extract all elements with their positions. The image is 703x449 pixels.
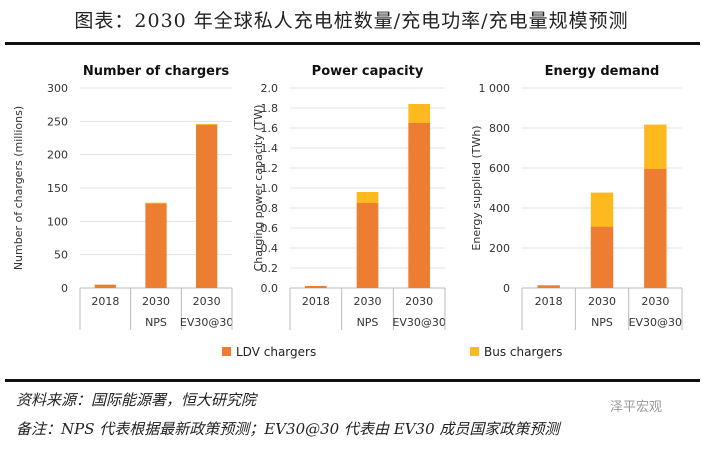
bar-bus — [196, 124, 218, 125]
x-tick-label: 2030 — [405, 295, 433, 308]
watermark: 泽平宏观 — [610, 400, 663, 415]
chart-title: Power capacity — [312, 64, 424, 79]
source-note: 资料来源：国际能源署，恒大研究院 — [16, 391, 257, 409]
x-tick-label: 2018 — [302, 295, 330, 308]
y-tick-label: 0.6 — [261, 222, 279, 235]
y-tick-label: 0 — [61, 282, 68, 295]
bar-ldv — [196, 124, 218, 289]
y-tick-label: 50 — [54, 249, 68, 262]
bar-bus — [644, 124, 667, 169]
bar-bus — [590, 192, 614, 227]
bar-ldv — [408, 123, 431, 288]
y-axis-label: Energy supplied (TWh) — [470, 125, 483, 250]
x-tick-label: 2018 — [91, 295, 119, 308]
y-tick-label: 1.2 — [261, 162, 279, 175]
y-tick-label: 100 — [47, 215, 68, 228]
y-tick-label: 1.0 — [261, 182, 279, 195]
legend-swatch-ldv — [222, 347, 231, 356]
y-tick-label: 200 — [47, 149, 68, 162]
bar-bus — [356, 192, 379, 203]
y-tick-label: 300 — [47, 82, 68, 95]
y-tick-label: 0.8 — [261, 202, 279, 215]
bar-ldv — [644, 169, 667, 288]
chart-title: Energy demand — [545, 64, 660, 79]
legend-swatch-bus — [470, 347, 479, 356]
y-tick-label: 1.8 — [261, 102, 279, 115]
bar-ldv — [94, 284, 116, 288]
x-tick-label: 2030 — [588, 295, 616, 308]
x-tick-sublabel: NPS — [357, 316, 379, 329]
y-tick-label: 150 — [47, 182, 68, 195]
bar-ldv — [356, 203, 379, 288]
bar-ldv — [304, 286, 327, 288]
x-tick-sublabel: EV30@30 — [180, 316, 233, 329]
y-axis-label: Charging power capacity (TW) — [252, 105, 265, 272]
x-tick-label: 2030 — [354, 295, 382, 308]
y-tick-label: 250 — [47, 115, 68, 128]
figure-title: 图表：2030 年全球私人充电桩数量/充电功率/充电量规模预测 — [74, 10, 629, 32]
y-tick-label: 1.4 — [261, 142, 279, 155]
bar-bus — [408, 104, 431, 123]
bar-ldv — [145, 203, 167, 288]
y-tick-label: 0 — [503, 282, 510, 295]
bar-ldv — [590, 226, 614, 288]
x-tick-sublabel: EV30@30 — [392, 316, 445, 329]
y-tick-label: 0.4 — [261, 242, 279, 255]
bar-ldv — [537, 285, 560, 288]
y-tick-label: 2.0 — [261, 82, 279, 95]
y-tick-label: 600 — [489, 162, 510, 175]
remark-note: 备注：NPS 代表根据最新政策预测；EV30@30 代表由 EV30 成员国家政… — [16, 420, 560, 438]
x-tick-sublabel: EV30@30 — [629, 316, 682, 329]
chart-title: Number of chargers — [83, 64, 230, 79]
bottom-rule — [5, 379, 700, 382]
y-tick-label: 0.0 — [261, 282, 279, 295]
x-tick-label: 2030 — [142, 295, 170, 308]
y-tick-label: 800 — [489, 122, 510, 135]
top-rule — [5, 42, 700, 45]
x-tick-label: 2018 — [535, 295, 563, 308]
x-tick-label: 2030 — [193, 295, 221, 308]
y-tick-label: 400 — [489, 202, 510, 215]
bar-bus — [145, 202, 167, 204]
x-tick-sublabel: NPS — [145, 316, 167, 329]
x-tick-label: 2030 — [641, 295, 669, 308]
x-tick-sublabel: NPS — [591, 316, 613, 329]
bar-bus — [537, 285, 560, 286]
y-tick-label: 0.2 — [261, 262, 279, 275]
y-tick-label: 1.6 — [261, 122, 279, 135]
legend-label: LDV chargers — [236, 345, 316, 359]
y-tick-label: 1 000 — [479, 82, 511, 95]
y-tick-label: 200 — [489, 242, 510, 255]
y-axis-label: Number of chargers (millions) — [12, 106, 25, 270]
legend-label: Bus chargers — [484, 345, 562, 359]
